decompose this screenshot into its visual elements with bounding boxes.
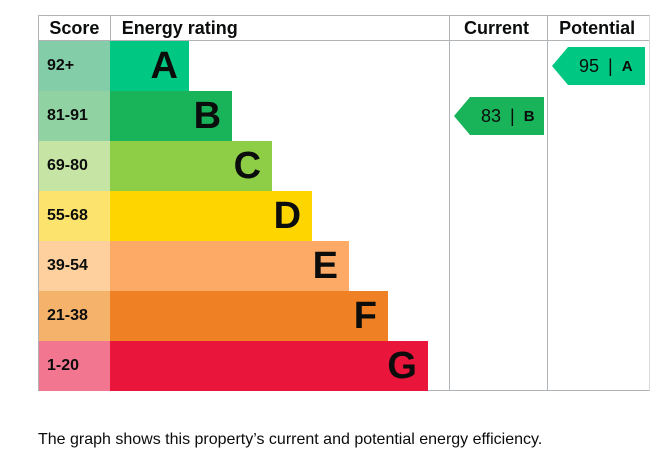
bar-area: A [110, 41, 449, 91]
band-row-f: 21-38 F [39, 291, 649, 341]
row-spacer [449, 341, 649, 391]
current-band-letter: B [523, 107, 535, 125]
row-spacer [449, 191, 649, 241]
potential-score-value: 95 [579, 55, 600, 76]
rating-bar-g: G [110, 341, 428, 391]
band-row-d: 55-68 D [39, 191, 649, 241]
score-cell: 1-20 [39, 341, 110, 391]
rating-bar-a: A [110, 41, 189, 91]
score-cell: 39-54 [39, 241, 110, 291]
rating-bar-b: B [110, 91, 233, 141]
band-row-c: 69-80 C [39, 141, 649, 191]
bar-area: E [110, 241, 449, 291]
grid-line-current-potential [547, 16, 548, 390]
current-column-header: Current [464, 17, 530, 38]
current-score-value: 83 [481, 105, 502, 126]
band-row-g: 1-20 G [39, 341, 649, 391]
tag-separator: | [510, 105, 515, 126]
score-cell: 69-80 [39, 141, 110, 191]
score-column-header: Score [49, 17, 100, 38]
score-cell: 92+ [39, 41, 110, 91]
epc-rating-table: Score Energy rating Current Potential 92… [38, 15, 650, 391]
row-spacer [449, 241, 649, 291]
rating-bar-e: E [110, 241, 349, 291]
table-header: Score Energy rating Current Potential [39, 16, 649, 41]
score-cell: 81-91 [39, 91, 110, 141]
bar-area: F [110, 291, 449, 341]
potential-column-header: Potential [559, 17, 636, 38]
score-cell: 21-38 [39, 291, 110, 341]
potential-band-letter: A [621, 57, 633, 75]
bar-area: D [110, 191, 449, 241]
score-cell: 55-68 [39, 191, 110, 241]
rating-bar-f: F [110, 291, 388, 341]
rating-bar-c: C [110, 141, 273, 191]
energy-rating-column-header: Energy rating [121, 17, 238, 38]
tag-separator: | [608, 55, 613, 76]
band-row-b: 81-91 B [39, 91, 649, 141]
potential-rating-tag: 95 | A [552, 47, 645, 85]
chart-body: 92+ A 81-91 B 69-80 C [39, 41, 649, 391]
bar-area: B [110, 91, 449, 141]
grid-line-rating-current [449, 16, 450, 390]
row-spacer [449, 291, 649, 341]
row-spacer [449, 141, 649, 191]
chart-caption: The graph shows this property’s current … [38, 431, 543, 448]
band-row-e: 39-54 E [39, 241, 649, 291]
current-rating-tag: 83 | B [454, 97, 544, 135]
band-row-a: 92+ A [39, 41, 649, 91]
rating-bar-d: D [110, 191, 313, 241]
bar-area: C [110, 141, 449, 191]
bar-area: G [110, 341, 449, 391]
